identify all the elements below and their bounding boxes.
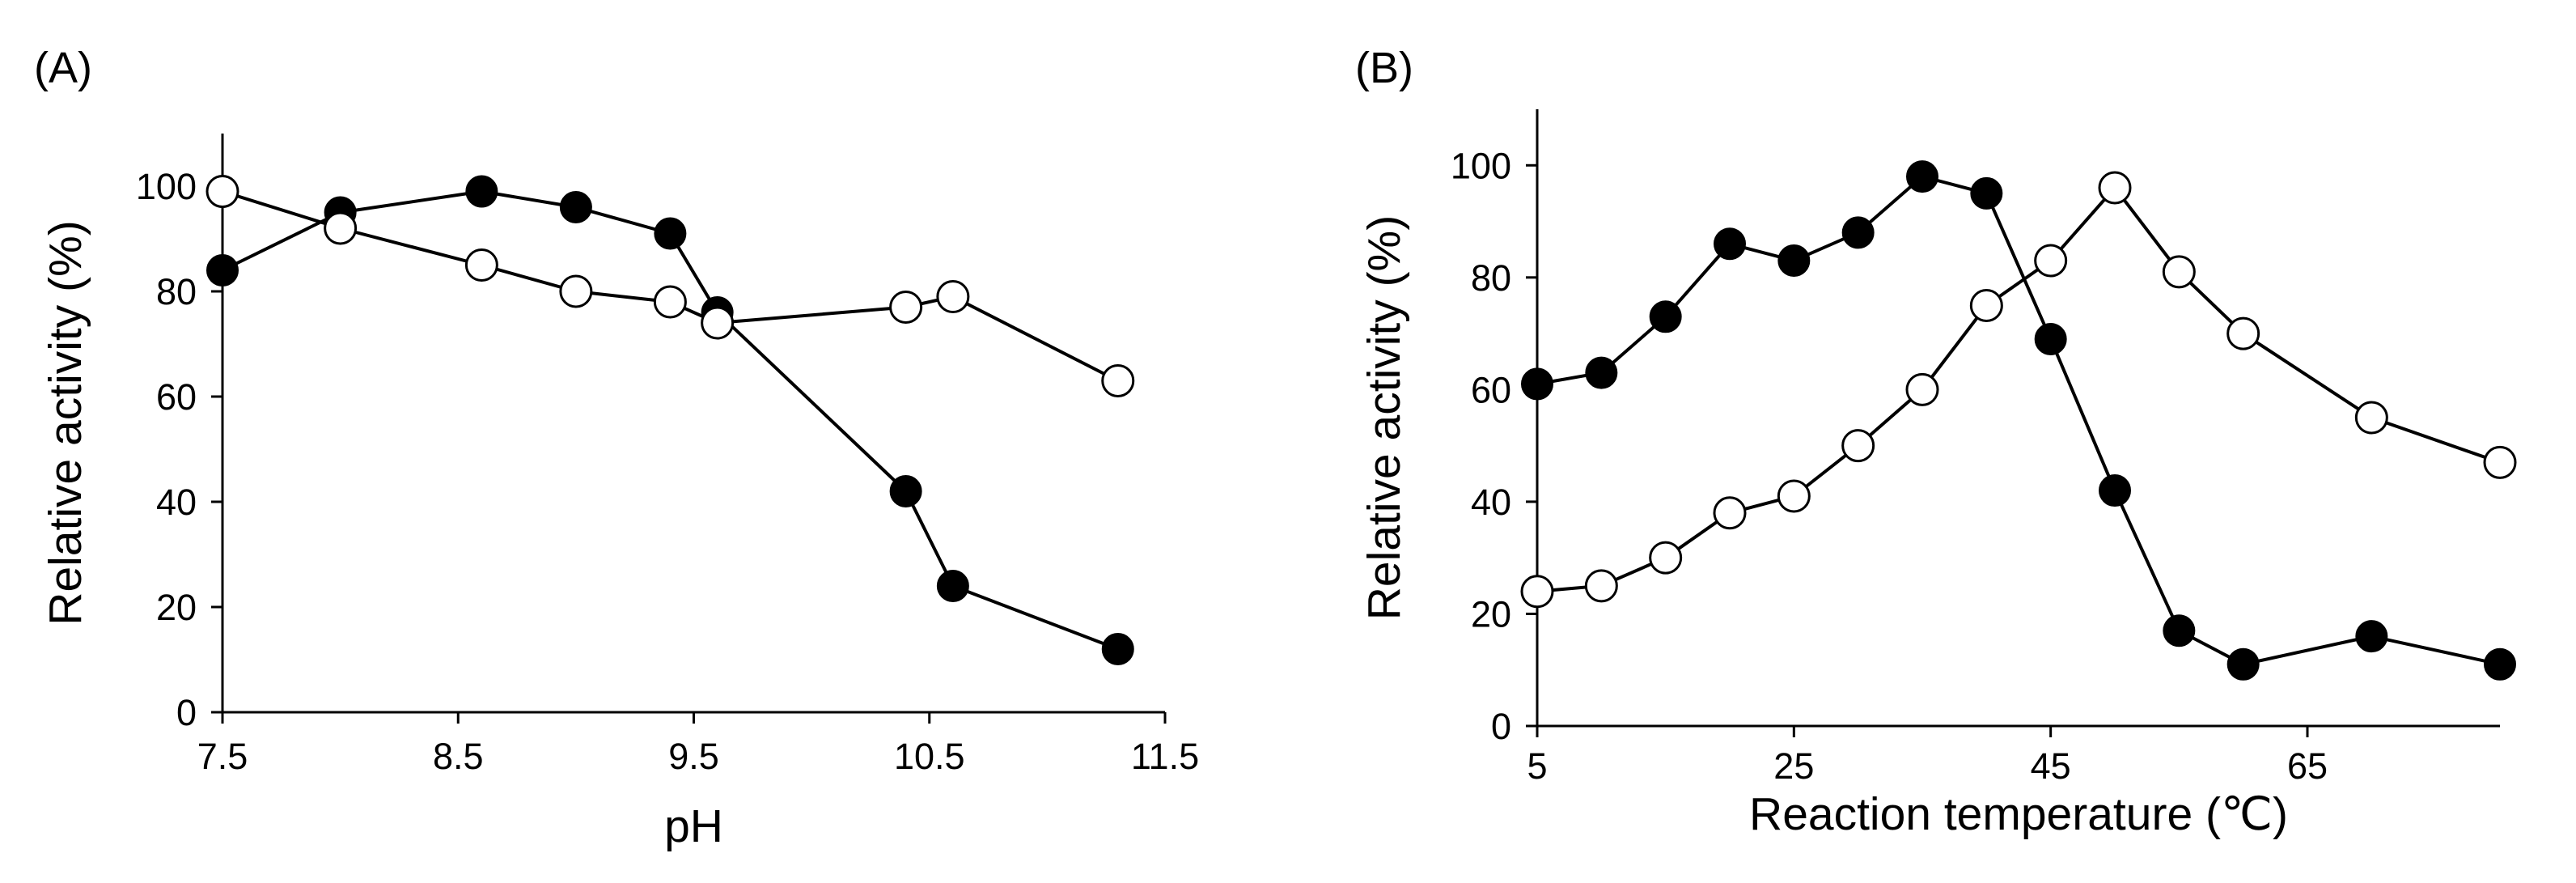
panel-b-open-point — [2354, 401, 2388, 435]
panel-b-open-point — [1520, 575, 1554, 609]
panel-a-filled-point — [465, 175, 498, 208]
panel-a-open-point — [936, 280, 970, 313]
panel-b-filled-point — [1841, 216, 1875, 249]
panel-b-y-tick-label: 40 — [1471, 482, 1511, 523]
panel-a-filled-point — [936, 570, 969, 602]
panel-b-open-point — [1649, 541, 1683, 575]
panel-a-label: (A) — [34, 44, 92, 92]
panel-a-filled-point — [1101, 633, 1134, 665]
panel-b-open-series-line — [1536, 185, 2501, 593]
panel-a-y-tick-label: 100 — [136, 166, 197, 207]
panel-a-points — [205, 175, 1135, 665]
panel-b-y-tick-label: 0 — [1491, 706, 1511, 747]
panel-a-x-tick-label: 11.5 — [1131, 736, 1199, 777]
panel-b-label: (B) — [1355, 44, 1413, 92]
panel-b-filled-point — [1585, 356, 1618, 389]
panel-b-open-point — [1905, 372, 1939, 406]
panel-b-filled-point — [2099, 474, 2131, 507]
panel-b-filled-point — [1970, 176, 2003, 210]
panel-b-filled-point — [1714, 227, 1746, 261]
panel-b: (B) 0 20 40 60 80 100 5 25 45 65 Reaction tempera… — [1355, 44, 2517, 840]
panel-b-open-point — [1969, 288, 2003, 322]
panel-a-y-tick-label: 20 — [156, 587, 197, 628]
panel-a-filled-point — [206, 254, 239, 287]
panel-a-y-tick-label: 60 — [156, 376, 197, 418]
panel-b-x-axis-title: Reaction temperature (℃) — [1749, 788, 2288, 840]
panel-b-x-tick-label: 45 — [2031, 745, 2071, 787]
panel-a-open-point — [205, 175, 239, 208]
panel-a-x-tick-label: 10.5 — [894, 736, 965, 777]
panel-b-y-tick-label: 80 — [1471, 257, 1511, 299]
panel-a-open-point — [324, 211, 358, 245]
panel-a-filled-point — [889, 475, 922, 507]
panel-b-x-tick-label: 5 — [1527, 745, 1547, 787]
panel-a-y-tick-label: 0 — [176, 692, 197, 733]
panel-b-y-axis-title: Relative activity (%) — [1358, 215, 1410, 620]
panel-b-filled-point — [1521, 367, 1553, 401]
panel-b-filled-point — [1906, 160, 1938, 193]
panel-a-open-point — [1101, 364, 1135, 397]
panel-b-x-tick-label: 25 — [1773, 745, 1814, 787]
panel-b-open-point — [2483, 445, 2517, 479]
panel-a-x-tick-label: 9.5 — [668, 736, 719, 777]
panel-a-x-tick-label: 8.5 — [433, 736, 484, 777]
panel-b-y-tick-label: 60 — [1471, 369, 1511, 410]
panel-b-open-point — [2226, 316, 2260, 350]
panel-b-y-tick-label: 20 — [1471, 593, 1511, 635]
panel-b-filled-point — [2484, 647, 2516, 681]
panel-b-open-point — [1841, 429, 1875, 463]
panel-b-filled-point — [2163, 614, 2196, 647]
panel-b-open-point — [2162, 255, 2196, 289]
panel-a-filled-point — [559, 191, 592, 223]
panel-a-open-point — [889, 291, 923, 324]
panel-b-points — [1520, 160, 2517, 681]
panel-b-filled-point — [2034, 323, 2067, 356]
panel-a-open-point — [701, 306, 735, 340]
panel-b-filled-point — [2355, 620, 2388, 653]
panel-a-x-axis-title: pH — [664, 800, 723, 852]
panel-b-open-point — [2098, 171, 2132, 205]
panel-b-y-tick-label: 100 — [1451, 145, 1511, 186]
panel-a-lines — [222, 189, 1119, 651]
panel-a-y-axis-title: Relative activity (%) — [40, 220, 91, 625]
panel-a-open-point — [653, 285, 687, 319]
panel-b-open-point — [1584, 569, 1618, 603]
panel-b-filled-point — [2226, 647, 2260, 681]
panel-a-y-tick-label: 80 — [156, 271, 197, 312]
panel-a-x-tick-label: 7.5 — [197, 736, 248, 777]
panel-a-open-point — [559, 274, 593, 308]
panel-b-open-point — [1713, 496, 1747, 530]
panel-b-open-point — [2034, 244, 2068, 278]
panel-a-open-point — [464, 248, 498, 282]
panel-b-open-point — [1777, 479, 1811, 513]
panel-b-filled-point — [1777, 244, 1811, 278]
panel-b-filled-point — [1649, 300, 1682, 333]
panel-a-filled-point — [654, 217, 687, 250]
panel-b-axes: 0 20 40 60 80 100 5 25 45 65 — [1451, 109, 2500, 787]
panel-a: (A) 0 20 40 60 80 100 7.5 8.5 9.5 10.5 11.5 pH Rel… — [34, 44, 1199, 852]
panel-a-y-tick-label: 40 — [156, 482, 197, 523]
panel-a-filled-series-line — [222, 189, 1119, 651]
panel-b-x-tick-label: 65 — [2287, 745, 2328, 787]
